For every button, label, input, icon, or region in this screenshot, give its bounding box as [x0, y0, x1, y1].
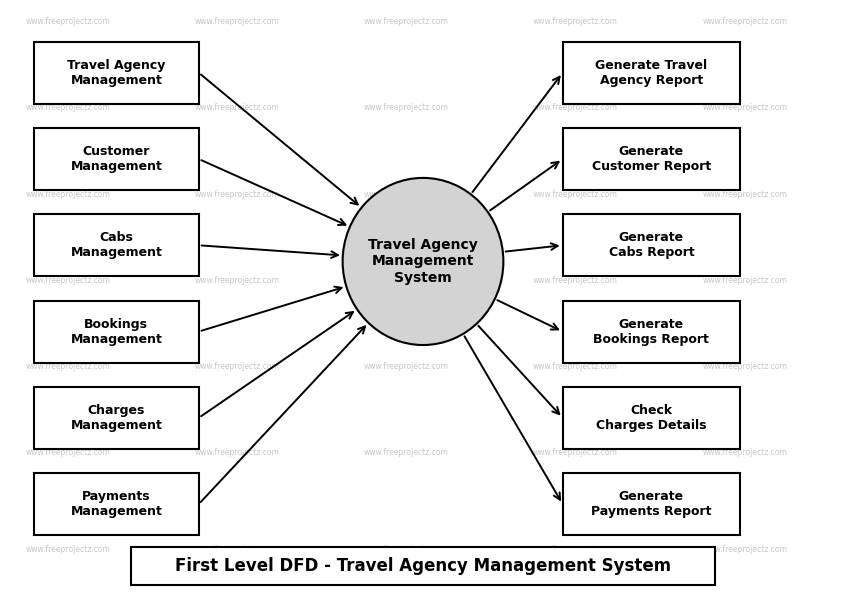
Text: Customer
Management: Customer Management [70, 145, 162, 173]
Text: www.freeprojectz.com: www.freeprojectz.com [364, 103, 448, 112]
Text: www.freeprojectz.com: www.freeprojectz.com [25, 276, 110, 285]
Text: Cabs
Management: Cabs Management [70, 231, 162, 259]
Text: www.freeprojectz.com: www.freeprojectz.com [195, 448, 279, 457]
Ellipse shape [343, 178, 503, 345]
Bar [563, 301, 740, 362]
Text: www.freeprojectz.com: www.freeprojectz.com [195, 190, 279, 199]
Bar [34, 301, 199, 362]
Bar [563, 42, 740, 104]
Text: www.freeprojectz.com: www.freeprojectz.com [195, 276, 279, 285]
Text: Payments
Management: Payments Management [70, 490, 162, 518]
Text: www.freeprojectz.com: www.freeprojectz.com [364, 448, 448, 457]
Bar [34, 473, 199, 535]
Text: Travel Agency
Management: Travel Agency Management [67, 59, 166, 87]
Text: www.freeprojectz.com: www.freeprojectz.com [195, 17, 279, 26]
Text: www.freeprojectz.com: www.freeprojectz.com [702, 448, 787, 457]
Text: www.freeprojectz.com: www.freeprojectz.com [702, 103, 787, 112]
Text: Generate Travel
Agency Report: Generate Travel Agency Report [596, 59, 707, 87]
Bar [34, 42, 199, 104]
Text: Charges
Management: Charges Management [70, 404, 162, 432]
Text: www.freeprojectz.com: www.freeprojectz.com [25, 103, 110, 112]
Text: Generate
Bookings Report: Generate Bookings Report [594, 317, 709, 346]
Text: www.freeprojectz.com: www.freeprojectz.com [702, 17, 787, 26]
Text: Check
Charges Details: Check Charges Details [596, 404, 706, 432]
Text: First Level DFD - Travel Agency Management System: First Level DFD - Travel Agency Manageme… [175, 557, 671, 575]
Text: www.freeprojectz.com: www.freeprojectz.com [25, 362, 110, 371]
Bar [34, 128, 199, 190]
Bar [34, 214, 199, 276]
Text: Generate
Payments Report: Generate Payments Report [591, 490, 711, 518]
Text: www.freeprojectz.com: www.freeprojectz.com [702, 190, 787, 199]
Text: www.freeprojectz.com: www.freeprojectz.com [702, 546, 787, 554]
Text: www.freeprojectz.com: www.freeprojectz.com [195, 362, 279, 371]
Text: www.freeprojectz.com: www.freeprojectz.com [533, 190, 618, 199]
Text: Generate
Customer Report: Generate Customer Report [592, 145, 711, 173]
Text: www.freeprojectz.com: www.freeprojectz.com [195, 103, 279, 112]
Text: Travel Agency
Management
System: Travel Agency Management System [368, 238, 478, 285]
Text: www.freeprojectz.com: www.freeprojectz.com [364, 17, 448, 26]
Bar [563, 473, 740, 535]
Bar [131, 547, 715, 585]
Text: www.freeprojectz.com: www.freeprojectz.com [25, 17, 110, 26]
Text: www.freeprojectz.com: www.freeprojectz.com [364, 276, 448, 285]
Text: www.freeprojectz.com: www.freeprojectz.com [195, 546, 279, 554]
Text: www.freeprojectz.com: www.freeprojectz.com [533, 362, 618, 371]
Text: www.freeprojectz.com: www.freeprojectz.com [702, 276, 787, 285]
Bar [563, 387, 740, 449]
Bar [563, 128, 740, 190]
Text: www.freeprojectz.com: www.freeprojectz.com [364, 190, 448, 199]
Text: Bookings
Management: Bookings Management [70, 317, 162, 346]
Text: www.freeprojectz.com: www.freeprojectz.com [364, 362, 448, 371]
Bar [563, 214, 740, 276]
Text: Generate
Cabs Report: Generate Cabs Report [608, 231, 695, 259]
Text: www.freeprojectz.com: www.freeprojectz.com [533, 276, 618, 285]
Text: www.freeprojectz.com: www.freeprojectz.com [533, 546, 618, 554]
Text: www.freeprojectz.com: www.freeprojectz.com [533, 17, 618, 26]
Text: www.freeprojectz.com: www.freeprojectz.com [25, 190, 110, 199]
Bar [34, 387, 199, 449]
Text: www.freeprojectz.com: www.freeprojectz.com [702, 362, 787, 371]
Text: www.freeprojectz.com: www.freeprojectz.com [533, 103, 618, 112]
Text: www.freeprojectz.com: www.freeprojectz.com [364, 546, 448, 554]
Text: www.freeprojectz.com: www.freeprojectz.com [25, 546, 110, 554]
Text: www.freeprojectz.com: www.freeprojectz.com [25, 448, 110, 457]
Text: www.freeprojectz.com: www.freeprojectz.com [533, 448, 618, 457]
